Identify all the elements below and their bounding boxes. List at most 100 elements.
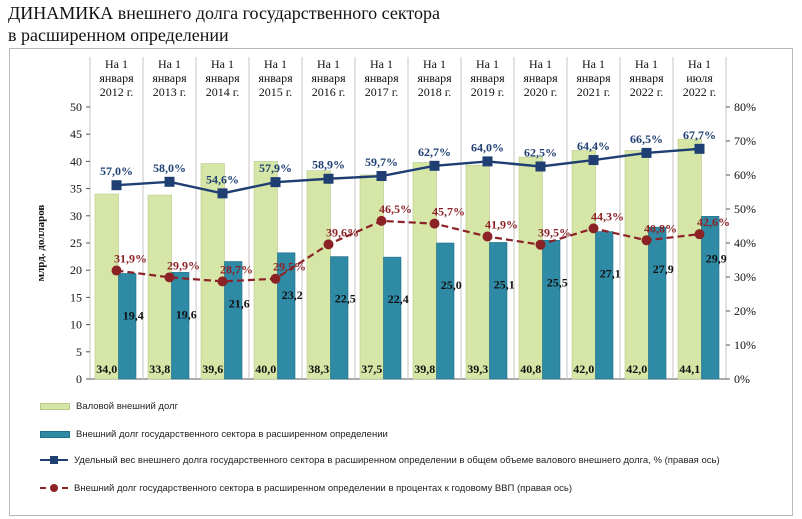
point-gdp-share	[483, 232, 493, 242]
point-label-gov-share: 54,6%	[206, 172, 239, 186]
category-label: 2018 г.	[418, 85, 452, 99]
bar-label-gov-debt: 19,4	[123, 308, 144, 322]
y-tick-label-left: 10	[70, 318, 82, 332]
point-gov-share	[377, 171, 387, 181]
point-gov-share	[430, 161, 440, 171]
bar-label-gross-debt: 39,3	[467, 362, 488, 376]
category-label: января	[99, 71, 134, 85]
point-gov-share	[112, 180, 122, 190]
category-label: 2014 г.	[206, 85, 240, 99]
category-label: На 1	[158, 57, 181, 71]
bar-gov-debt	[331, 257, 348, 379]
bar-label-gov-debt: 22,4	[388, 292, 409, 306]
bar-gross-debt	[625, 151, 648, 379]
point-gdp-share	[695, 229, 705, 239]
bar-gov-debt	[649, 227, 666, 379]
bar-gross-debt	[148, 195, 171, 379]
point-label-gdp-share: 41,9%	[485, 218, 518, 232]
point-label-gov-share: 57,0%	[100, 164, 133, 178]
category-label: На 1	[370, 57, 393, 71]
category-label: На 1	[423, 57, 446, 71]
y-tick-label-left: 15	[70, 290, 82, 304]
category-label: На 1	[105, 57, 128, 71]
point-gdp-share	[324, 239, 334, 249]
bar-gross-debt	[307, 171, 330, 379]
bar-gov-debt	[172, 272, 189, 379]
bar-label-gov-debt: 19,6	[176, 307, 197, 321]
point-gdp-share	[589, 223, 599, 233]
point-gdp-share	[642, 235, 652, 245]
y-tick-label-right: 80%	[734, 100, 756, 114]
category-label: 2022 г.	[683, 85, 717, 99]
y-tick-label-right: 0%	[734, 372, 750, 386]
legend-item-gov-share: Удельный вес внешнего долга государствен…	[40, 455, 754, 467]
point-gov-share	[589, 155, 599, 165]
point-gdp-share	[377, 216, 387, 226]
bar-label-gross-debt: 44,1	[679, 362, 700, 376]
point-label-gdp-share: 31,9%	[114, 252, 147, 266]
point-label-gdp-share: 39,6%	[326, 225, 359, 239]
category-label: 2022 г.	[630, 85, 664, 99]
bar-label-gov-debt: 29,9	[706, 251, 727, 265]
bar-gov-debt	[702, 216, 719, 379]
category-label: января	[205, 71, 240, 85]
category-label: На 1	[317, 57, 340, 71]
bar-gross-debt	[95, 194, 118, 379]
legend-label-gov-debt: Внешний долг государственного сектора в …	[76, 429, 388, 440]
point-gov-share	[483, 156, 493, 166]
bar-gov-debt	[490, 242, 507, 379]
legend-label-gov-share: Удельный вес внешнего долга государствен…	[74, 455, 754, 467]
point-gdp-share	[536, 240, 546, 250]
y-tick-label-left: 5	[76, 345, 82, 359]
category-label: На 1	[529, 57, 552, 71]
bar-label-gross-debt: 40,0	[255, 362, 276, 376]
category-label: января	[576, 71, 611, 85]
point-label-gov-share: 59,7%	[365, 155, 398, 169]
y-tick-label-right: 50%	[734, 202, 756, 216]
bar-gross-debt	[519, 157, 542, 379]
legend-label-gdp-share: Внешний долг государственного сектора в …	[74, 483, 572, 494]
y-tick-label-right: 40%	[734, 236, 756, 250]
category-label: На 1	[476, 57, 499, 71]
bar-label-gov-debt: 25,0	[441, 278, 462, 292]
legend-item-gdp-share: Внешний долг государственного сектора в …	[40, 483, 572, 494]
point-gov-share	[165, 177, 175, 187]
y-tick-label-left: 30	[70, 209, 82, 223]
y-tick-label-left: 45	[70, 127, 82, 141]
point-label-gdp-share: 44,3%	[591, 209, 624, 223]
point-label-gov-share: 67,7%	[683, 128, 716, 142]
bar-gov-debt	[437, 243, 454, 379]
bar-label-gross-debt: 39,6	[202, 362, 223, 376]
point-label-gov-share: 64,4%	[577, 139, 610, 153]
category-label: января	[364, 71, 399, 85]
bar-gross-debt	[466, 165, 489, 379]
point-gdp-share	[271, 274, 281, 284]
bar-gross-debt	[413, 162, 436, 379]
category-label: января	[152, 71, 187, 85]
y-tick-label-left: 0	[76, 372, 82, 386]
point-gdp-share	[218, 276, 228, 286]
category-label: января	[258, 71, 293, 85]
bar-label-gross-debt: 42,0	[573, 362, 594, 376]
point-gov-share	[218, 188, 228, 198]
category-label: На 1	[688, 57, 711, 71]
bar-label-gov-debt: 27,1	[600, 267, 621, 281]
bar-gov-debt	[543, 240, 560, 379]
bar-label-gross-debt: 42,0	[626, 362, 647, 376]
bar-gross-debt	[572, 151, 595, 379]
category-label: 2015 г.	[259, 85, 293, 99]
category-label: января	[523, 71, 558, 85]
bar-gov-debt	[384, 257, 401, 379]
bar-label-gross-debt: 34,0	[96, 362, 117, 376]
point-label-gdp-share: 42,6%	[697, 215, 730, 229]
point-label-gov-share: 62,5%	[524, 146, 557, 160]
y-tick-label-right: 30%	[734, 270, 756, 284]
legend-swatch-gov-share	[40, 455, 68, 465]
point-label-gdp-share: 45,7%	[432, 205, 465, 219]
category-label: 2019 г.	[471, 85, 505, 99]
point-gdp-share	[112, 266, 122, 276]
bar-label-gov-debt: 25,5	[547, 275, 568, 289]
point-gov-share	[324, 174, 334, 184]
y-tick-label-left: 50	[70, 100, 82, 114]
bar-label-gov-debt: 27,9	[653, 262, 674, 276]
